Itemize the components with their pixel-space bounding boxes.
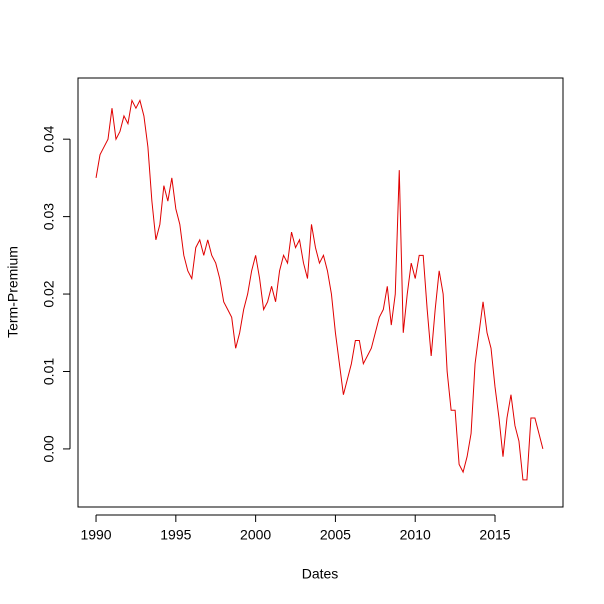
x-axis-label: Dates bbox=[302, 566, 339, 582]
y-tick-label: 0.02 bbox=[41, 280, 57, 307]
x-tick-label: 2000 bbox=[240, 527, 271, 543]
x-tick-label: 1990 bbox=[80, 527, 111, 543]
y-tick-label: 0.00 bbox=[41, 435, 57, 462]
y-tick-label: 0.04 bbox=[41, 125, 57, 152]
plot-box bbox=[77, 77, 564, 508]
x-tick-label: 2015 bbox=[479, 527, 510, 543]
y-tick-label: 0.01 bbox=[41, 358, 57, 385]
x-tick-label: 2010 bbox=[400, 527, 431, 543]
data-line bbox=[95, 98, 544, 481]
y-tick-label: 0.03 bbox=[41, 203, 57, 230]
x-tick-label: 2005 bbox=[320, 527, 351, 543]
y-axis-label: Term-Premium bbox=[5, 246, 21, 338]
x-tick-label: 1995 bbox=[160, 527, 191, 543]
